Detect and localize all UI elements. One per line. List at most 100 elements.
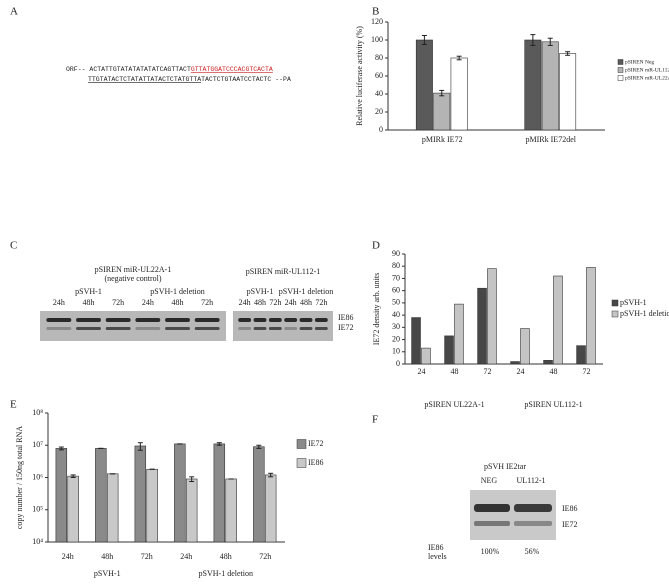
band-label: IE86: [338, 313, 354, 322]
legend-label: IE86: [308, 458, 324, 467]
bar: [106, 473, 119, 543]
x-tick-label: 48h: [101, 552, 113, 561]
bar: [415, 39, 433, 131]
x-tick-label: 24h: [62, 552, 74, 561]
blot-title: pSIREN miR-UL22A-1: [95, 265, 172, 274]
group-label: pSIREN UL112-1: [524, 400, 582, 409]
level-value: 56%: [525, 547, 540, 556]
group-label: pSVH-1: [75, 287, 102, 296]
y-tick-label: 100: [371, 35, 383, 44]
blot-band: [135, 318, 161, 322]
blot-band: [284, 327, 298, 330]
bar: [450, 57, 468, 131]
y-axis-label: copy number / 150ng total RNA: [15, 426, 24, 530]
y-axis-label: IE72 density arb. units: [372, 273, 381, 345]
y-tick-label: 10⁵: [32, 505, 43, 514]
seq-part: TACTCTGTAATCCTACTC: [201, 76, 271, 83]
panel-letter: F: [372, 414, 378, 426]
blot-band: [314, 327, 328, 330]
blot-band: [253, 318, 267, 322]
y-axis-label: Relative luciferase activity (%): [355, 26, 364, 126]
y-tick-label: 40: [375, 89, 383, 98]
lane-label: UL112-1: [516, 476, 545, 485]
legend-swatch: [296, 439, 307, 449]
x-tick-label: 48: [451, 367, 459, 376]
bar: [174, 443, 186, 543]
blot-band: [46, 327, 72, 330]
legend-label: pSVH-1: [620, 298, 647, 307]
blot-title: pSIREN miR-UL112-1: [246, 267, 321, 276]
blot-band: [474, 504, 510, 512]
bar: [444, 335, 454, 365]
legend-swatch: [617, 59, 624, 65]
blot-image: [470, 490, 556, 540]
blot-band: [194, 327, 220, 330]
bar: [213, 443, 226, 543]
blot-band: [268, 327, 282, 330]
bar: [586, 267, 596, 365]
x-tick-label: 72h: [259, 552, 271, 561]
bar: [264, 474, 277, 543]
group-label: pSVH-1 deletion: [150, 287, 204, 296]
group-label: pSIREN UL22A-1: [424, 400, 484, 409]
bar: [225, 478, 237, 543]
y-tick-label: 80: [375, 53, 383, 62]
seq-red: GTTATGGATCCCACGTCACTA: [191, 66, 273, 73]
band-label: IE86: [562, 504, 578, 513]
x-tick-label: 24: [418, 367, 426, 376]
legend-label: pSVH-1 deletion: [620, 309, 669, 318]
blot-band: [238, 318, 252, 322]
lane-label: 48h: [300, 298, 312, 307]
row-label: levels: [428, 552, 447, 561]
y-tick-label: 40: [392, 310, 400, 319]
bar: [433, 92, 451, 131]
blot-subtitle: (negative control): [104, 274, 161, 283]
blot-band: [105, 327, 131, 330]
sequence-line: ORF-- ACTATTGTATATATATATCAGTTACTGTTATGGA…: [66, 66, 273, 73]
lane-label: 24h: [142, 298, 154, 307]
bar: [487, 268, 497, 365]
x-tick-label: 48h: [220, 552, 232, 561]
x-tick-label: 72: [484, 367, 492, 376]
panel-letter: E: [10, 399, 17, 411]
bar: [477, 287, 487, 365]
blot-band: [284, 318, 298, 322]
y-tick-label: 10⁶: [32, 472, 43, 481]
lane-label: 48h: [172, 298, 184, 307]
y-tick-label: 60: [375, 71, 383, 80]
y-tick-label: 120: [371, 17, 383, 26]
legend-label: pSIREN Neg: [625, 59, 654, 65]
blot-band: [299, 318, 313, 322]
y-tick-label: 10: [392, 347, 400, 356]
legend-label: IE72: [308, 439, 324, 448]
blot-image: [40, 311, 226, 341]
legend-swatch: [296, 458, 307, 468]
blot-band: [135, 327, 161, 330]
lane-label: 48h: [83, 298, 95, 307]
blot-band: [299, 327, 313, 330]
blot-band: [165, 327, 190, 330]
blot-image: [233, 311, 333, 341]
panel-letter: B: [372, 6, 379, 18]
lane-label: 72h: [201, 298, 213, 307]
y-tick-label: 90: [392, 249, 400, 258]
bar: [520, 328, 530, 365]
seq-underlined: TTGTATACTCTATATTATACTCTATGTTA: [88, 76, 201, 83]
blot-band: [76, 318, 101, 322]
blot-band: [514, 504, 552, 512]
y-tick-label: 0: [396, 359, 400, 368]
lane-label: 72h: [315, 298, 327, 307]
bar: [541, 41, 559, 131]
y-tick-label: 60: [392, 285, 400, 294]
blot-band: [194, 318, 220, 322]
bar: [134, 445, 147, 543]
bar: [146, 468, 158, 543]
blot-band: [46, 318, 72, 322]
blot-band: [238, 327, 252, 330]
lane-label: 72h: [112, 298, 124, 307]
blot-band: [314, 318, 328, 322]
bar: [67, 475, 79, 543]
bar: [411, 317, 421, 365]
y-tick-label: 80: [392, 261, 400, 270]
